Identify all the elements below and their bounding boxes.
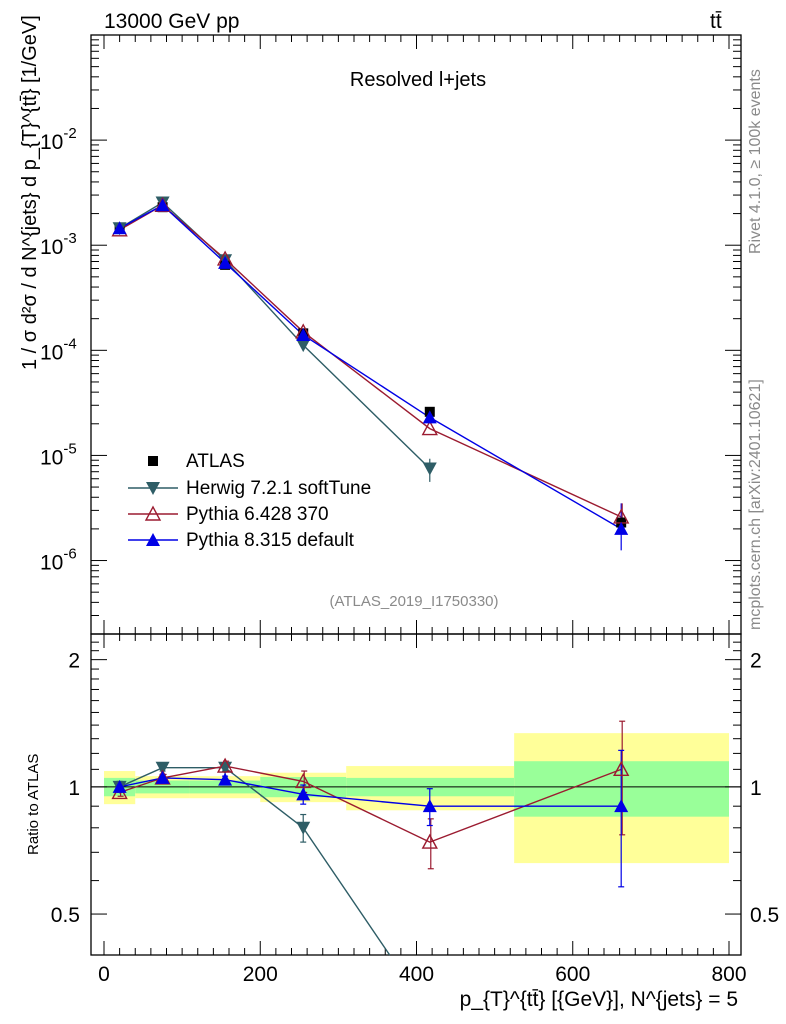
ratio-axis-title: Ratio to ATLAS [25,754,42,855]
ratio-tick-label-left: 2 [68,650,80,673]
mc-point-2 [296,327,311,341]
legend-marker-data [148,456,158,466]
mc-point-2 [112,221,127,235]
y-tick-exponent: -6 [63,546,76,563]
ratio-point-2 [296,787,311,801]
energy-label: 13000 GeV pp [104,10,239,33]
x-tick-label: 200 [243,963,278,986]
legend-marker-1 [144,505,162,521]
ratio-point-0 [296,821,311,835]
y-tick-label: 10-5 [40,440,77,469]
ratio-point-1 [613,760,630,777]
legend: ATLAS Herwig 7.2.1 softTune Pythia 6.428 3… [128,451,371,551]
mc-point-2 [422,410,437,424]
x-tick-label: 0 [98,963,110,986]
main-line-0 [119,201,431,470]
ratio-point-1 [216,757,234,773]
x-axis-title: p_{T}^{tt̄} [{GeV}], N^{jets} = 5 [460,988,738,1011]
y-tick-label: 10-2 [40,125,77,154]
ratio-tick-label-right: 0.5 [750,904,779,927]
mcplots-label: mcplots.cern.ch [arXiv:2401.10621] [747,379,764,630]
main-line-2 [119,204,622,530]
ratio-point-2 [614,799,629,813]
ratio-point-2 [155,770,170,784]
ratio-point-2 [218,772,233,786]
x-tick-label: 600 [555,963,590,986]
x-tick-label: 800 [711,963,746,986]
ratio-point-1 [421,833,438,849]
ratio-point-2 [112,779,127,793]
y-tick-exponent: -2 [63,125,76,142]
ratio-tick-label-right: 2 [750,650,762,673]
ratio-bands [104,733,729,864]
y-tick-label: 10-6 [40,546,77,575]
rivet-label: Rivet 4.1.0, ≥ 100k events [747,69,764,254]
mc-point-2 [614,521,629,535]
y-tick-exponent: -4 [63,335,76,352]
y-tick-label: 10-3 [40,230,77,259]
y-axis-title: 1 / σ d²σ / d N^{jets} d p_{T}^{tt̄} [1/… [19,15,41,370]
ratio-tick-label-right: 1 [750,777,762,800]
ratio-tick-label-left: 0.5 [51,904,80,927]
y-tick-exponent: -3 [63,230,76,247]
mc-point-0 [422,462,437,476]
ratio-line-2 [119,777,622,807]
mc-point-1 [421,420,438,436]
ratio-point-0 [155,761,170,775]
legend-marker-0 [146,482,160,495]
mc-point-2 [218,255,233,269]
series-markers [111,196,630,849]
ratio-line-1 [119,765,622,843]
chart-title: Resolved l+jets [350,69,486,91]
legend-marker-2 [146,533,160,546]
legend-label-0: Herwig 7.2.1 softTune [186,478,371,499]
ratio-tick-label-left: 1 [68,777,80,800]
mc-point-0 [296,339,311,353]
x-tick-label: 400 [399,963,434,986]
analysis-label: (ATLAS_2019_I1750330) [329,593,498,610]
ratio-point-2 [422,799,437,813]
y-tick-label: 10-4 [40,335,77,364]
y-tick-exponent: -5 [63,440,76,457]
legend-label-1: Pythia 6.428 370 [186,504,329,525]
legend-label-2: Pythia 8.315 default [186,530,355,551]
legend-label-data: ATLAS [186,451,245,472]
process-label: tt̄ [710,10,722,33]
mc-point-2 [155,198,170,212]
